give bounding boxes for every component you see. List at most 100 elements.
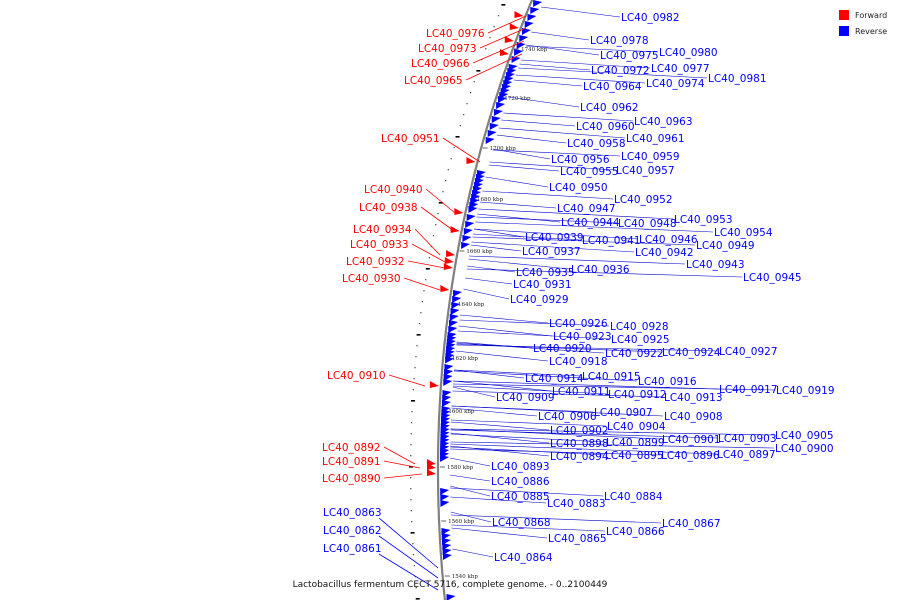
reverse-gene-label: LC40_0865 — [548, 533, 607, 545]
gene-labels: LC40_0976 LC40_0973 LC40_0966 LC40_0965 LC40… — [322, 12, 835, 564]
reverse-leader-line — [520, 59, 651, 69]
reverse-gene-arrow — [444, 364, 454, 371]
reverse-gene-arrow — [489, 123, 499, 130]
reverse-gene-arrow — [443, 374, 453, 381]
gc-dot — [412, 543, 414, 545]
reverse-leader-line — [452, 548, 494, 558]
gc-dot — [411, 411, 413, 413]
forward-gene-label: LC40_0930 — [342, 273, 401, 285]
reverse-leader-line — [515, 74, 646, 84]
reverse-leader-line — [488, 164, 560, 172]
reverse-gene-label: LC40_0929 — [510, 294, 569, 306]
reverse-gene-label: LC40_0864 — [494, 552, 553, 564]
reverse-gene-arrow — [442, 548, 452, 555]
reverse-gene-label: LC40_0868 — [492, 517, 551, 529]
reverse-gene-arrow — [496, 102, 506, 109]
gc-dot — [493, 26, 495, 28]
reverse-gene-arrow — [485, 137, 495, 144]
gc-dot — [415, 356, 417, 358]
reverse-gene-label: LC40_0897 — [717, 449, 776, 461]
reverse-gene-arrow — [448, 326, 458, 333]
reverse-gene-label: LC40_0957 — [616, 165, 675, 177]
gc-dot — [414, 367, 416, 369]
reverse-gene-arrow — [443, 379, 453, 386]
map-caption: Lactobacillus fermentum CECT 5716, compl… — [293, 580, 608, 590]
gc-dash — [410, 532, 415, 534]
reverse-gene-label: LC40_0883 — [547, 498, 606, 510]
forward-gene-arrow — [427, 469, 437, 476]
reverse-leader-line — [450, 514, 662, 524]
gc-dot — [412, 389, 414, 391]
forward-leader-line — [487, 15, 527, 34]
reverse-gene-arrow — [453, 290, 463, 297]
reverse-leader-line — [450, 487, 604, 497]
forward-leader-line — [414, 228, 441, 256]
reverse-gene-label: LC40_0941 — [582, 235, 641, 247]
reverse-leader-line — [451, 524, 606, 532]
reverse-gene-label: LC40_0918 — [549, 356, 608, 368]
reverse-gene-arrow — [527, 14, 537, 21]
reverse-gene-label: LC40_0935 — [516, 267, 575, 279]
reverse-gene-label: LC40_0908 — [664, 411, 723, 423]
reverse-gene-arrow — [468, 206, 478, 213]
gc-dot — [410, 477, 412, 479]
reverse-gene-arrow — [441, 533, 451, 540]
reverse-leader-line — [466, 268, 743, 278]
gene-features — [427, 0, 543, 600]
forward-gene-label: LC40_0910 — [327, 370, 386, 382]
reverse-gene-label: LC40_0900 — [775, 443, 834, 455]
reverse-gene-label: LC40_0961 — [626, 133, 685, 145]
reverse-gene-label: LC40_0980 — [659, 47, 718, 59]
gc-dot — [421, 301, 424, 303]
gc-dot — [410, 499, 412, 501]
gc-dash — [415, 598, 420, 600]
reverse-gene-label: LC40_0867 — [662, 518, 721, 530]
gc-dot — [418, 323, 421, 325]
reverse-gene-arrow — [533, 0, 543, 7]
reverse-gene-label: LC40_0885 — [491, 491, 550, 503]
reverse-leader-line — [492, 148, 551, 160]
reverse-gene-arrow — [450, 308, 460, 315]
reverse-gene-arrow — [442, 395, 452, 402]
forward-gene-label: LC40_0973 — [418, 43, 477, 55]
reverse-gene-arrow — [521, 28, 531, 35]
forward-gene-arrow — [499, 49, 509, 56]
reverse-leader-line — [454, 369, 525, 379]
reverse-leader-line — [451, 407, 538, 417]
legend-reverse-swatch — [839, 26, 849, 36]
reverse-gene-label: LC40_0898 — [550, 438, 609, 450]
reverse-leader-line — [459, 314, 549, 324]
reverse-leader-line — [492, 149, 621, 157]
forward-leader-line — [383, 460, 421, 469]
reverse-leader-line — [472, 236, 696, 246]
reverse-gene-label: LC40_0949 — [696, 240, 755, 252]
reverse-gene-label: LC40_0909 — [496, 392, 555, 404]
forward-gene-label: LC40_0940 — [364, 184, 423, 196]
reverse-gene-label: LC40_0886 — [491, 476, 550, 488]
reverse-gene-arrow — [497, 96, 507, 103]
scale-tick-label: 1540 kbp — [452, 574, 479, 580]
gc-dot — [423, 290, 425, 292]
reverse-gene-label: LC40_0914 — [525, 373, 584, 385]
reverse-gene-arrow — [440, 488, 450, 495]
gc-dot — [410, 455, 412, 457]
reverse-leader-line — [450, 441, 775, 449]
gc-dot — [410, 433, 412, 435]
forward-gene-arrow — [466, 157, 476, 164]
forward-gene-arrow — [454, 208, 464, 215]
reverse-gene-arrow — [441, 400, 451, 407]
gc-dot — [489, 37, 491, 39]
reverse-gene-label: LC40_0906 — [538, 411, 597, 423]
reverse-gene-label: LC40_0927 — [719, 346, 778, 358]
reverse-leader-line — [477, 213, 561, 223]
reverse-gene-label: LC40_0922 — [605, 348, 664, 360]
reverse-gene-label: LC40_0955 — [560, 166, 619, 178]
forward-gene-arrow — [504, 36, 514, 43]
gc-dot — [473, 81, 475, 83]
reverse-leader-line — [517, 67, 708, 79]
forward-gene-arrow — [514, 11, 524, 18]
reverse-leader-line — [541, 6, 621, 18]
reverse-leader-line — [498, 127, 626, 139]
reverse-gene-arrow — [465, 221, 475, 228]
reverse-gene-label: LC40_0862 — [323, 525, 382, 537]
